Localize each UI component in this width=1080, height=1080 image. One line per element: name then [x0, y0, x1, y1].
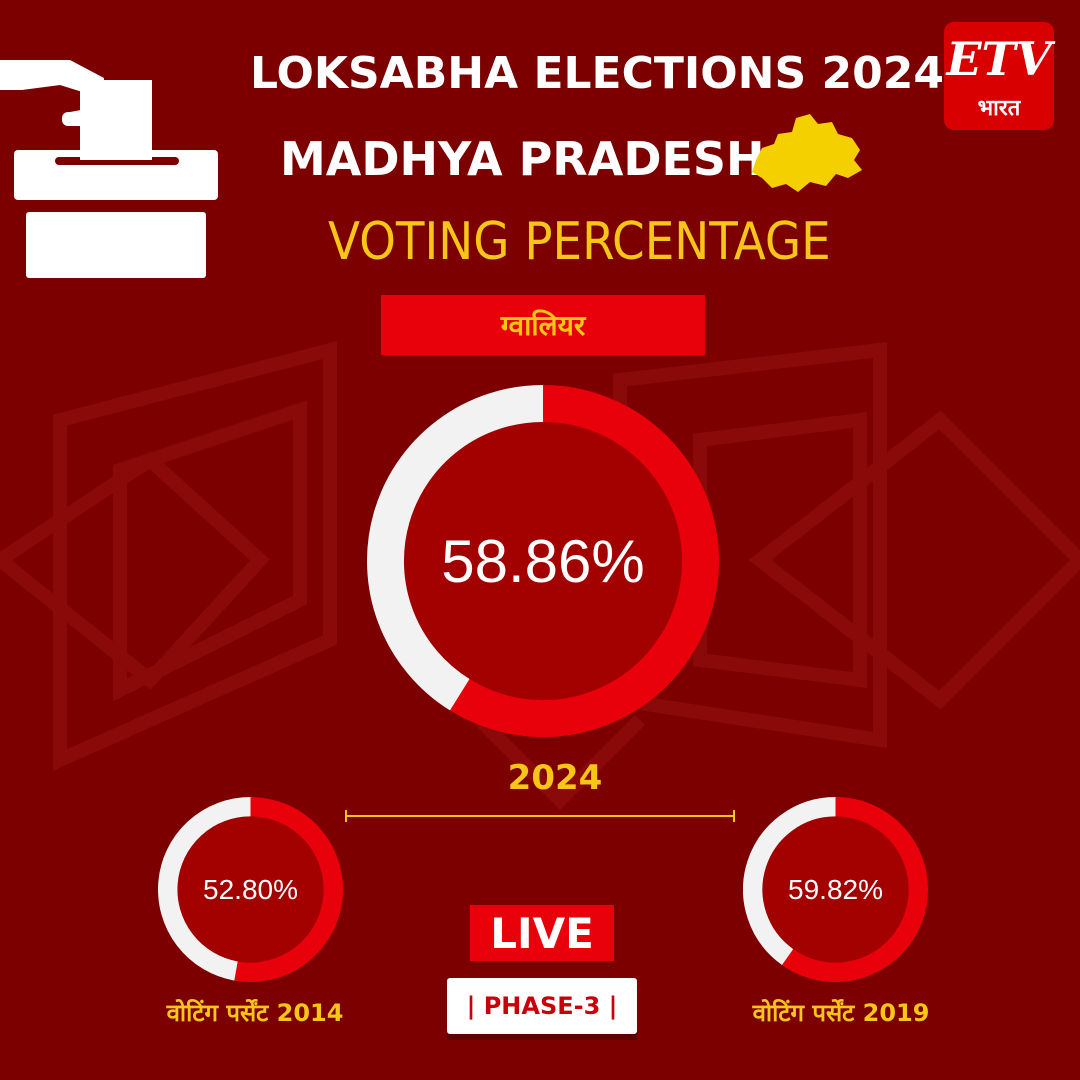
donut-slice-voted — [450, 385, 719, 737]
donut-slice-not-voted — [743, 797, 836, 965]
donut-2019-value: 59.82% — [788, 873, 883, 905]
phase-badge: | PHASE-3 | — [447, 978, 637, 1034]
page-title: LOKSABHA ELECTIONS 2024 — [250, 48, 944, 99]
donut-slice-not-voted — [158, 797, 251, 981]
donut-svg — [367, 385, 719, 737]
logo-tagline: भारत — [977, 96, 1021, 121]
donut-svg — [743, 797, 928, 982]
donut-center — [403, 421, 683, 701]
etv-bharat-logo: ETV भारत — [944, 22, 1054, 130]
donut-center — [762, 816, 909, 963]
live-badge: LIVE — [470, 905, 614, 961]
donut-slice-voted — [781, 797, 928, 982]
chart-subtitle: VOTING PERCENTAGE — [328, 212, 831, 272]
donut-svg — [158, 797, 343, 982]
donut-2024-value: 58.86% — [441, 527, 645, 595]
donut-slice-not-voted — [367, 385, 544, 711]
year-label-2024: 2024 — [507, 758, 603, 798]
divider-line — [345, 810, 735, 822]
constituency-label: ग्वालियर — [381, 295, 705, 355]
state-name: MADHYA PRADESH — [280, 132, 765, 186]
donut-2014-value: 52.80% — [203, 873, 298, 905]
donut-2019: 59.82% — [743, 797, 928, 982]
donut-slice-voted — [234, 797, 343, 982]
donut-center — [177, 816, 324, 963]
logo-brand: ETV — [946, 32, 1052, 86]
donut-2014: 52.80% — [158, 797, 343, 982]
donut-2024: 58.86% — [367, 385, 719, 737]
ballot-box-icon — [0, 60, 218, 278]
madhya-pradesh-map-icon — [752, 114, 862, 192]
caption-2019: वोटिंग पर्सेंट 2019 — [752, 999, 930, 1027]
caption-2014: वोटिंग पर्सेंट 2014 — [166, 999, 344, 1027]
